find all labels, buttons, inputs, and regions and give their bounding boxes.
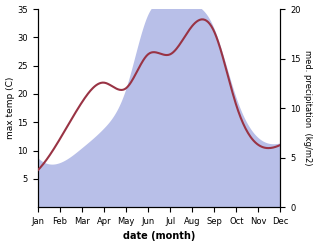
Y-axis label: med. precipitation  (kg/m2): med. precipitation (kg/m2) [303, 50, 313, 166]
X-axis label: date (month): date (month) [123, 231, 195, 242]
Y-axis label: max temp (C): max temp (C) [5, 77, 15, 139]
